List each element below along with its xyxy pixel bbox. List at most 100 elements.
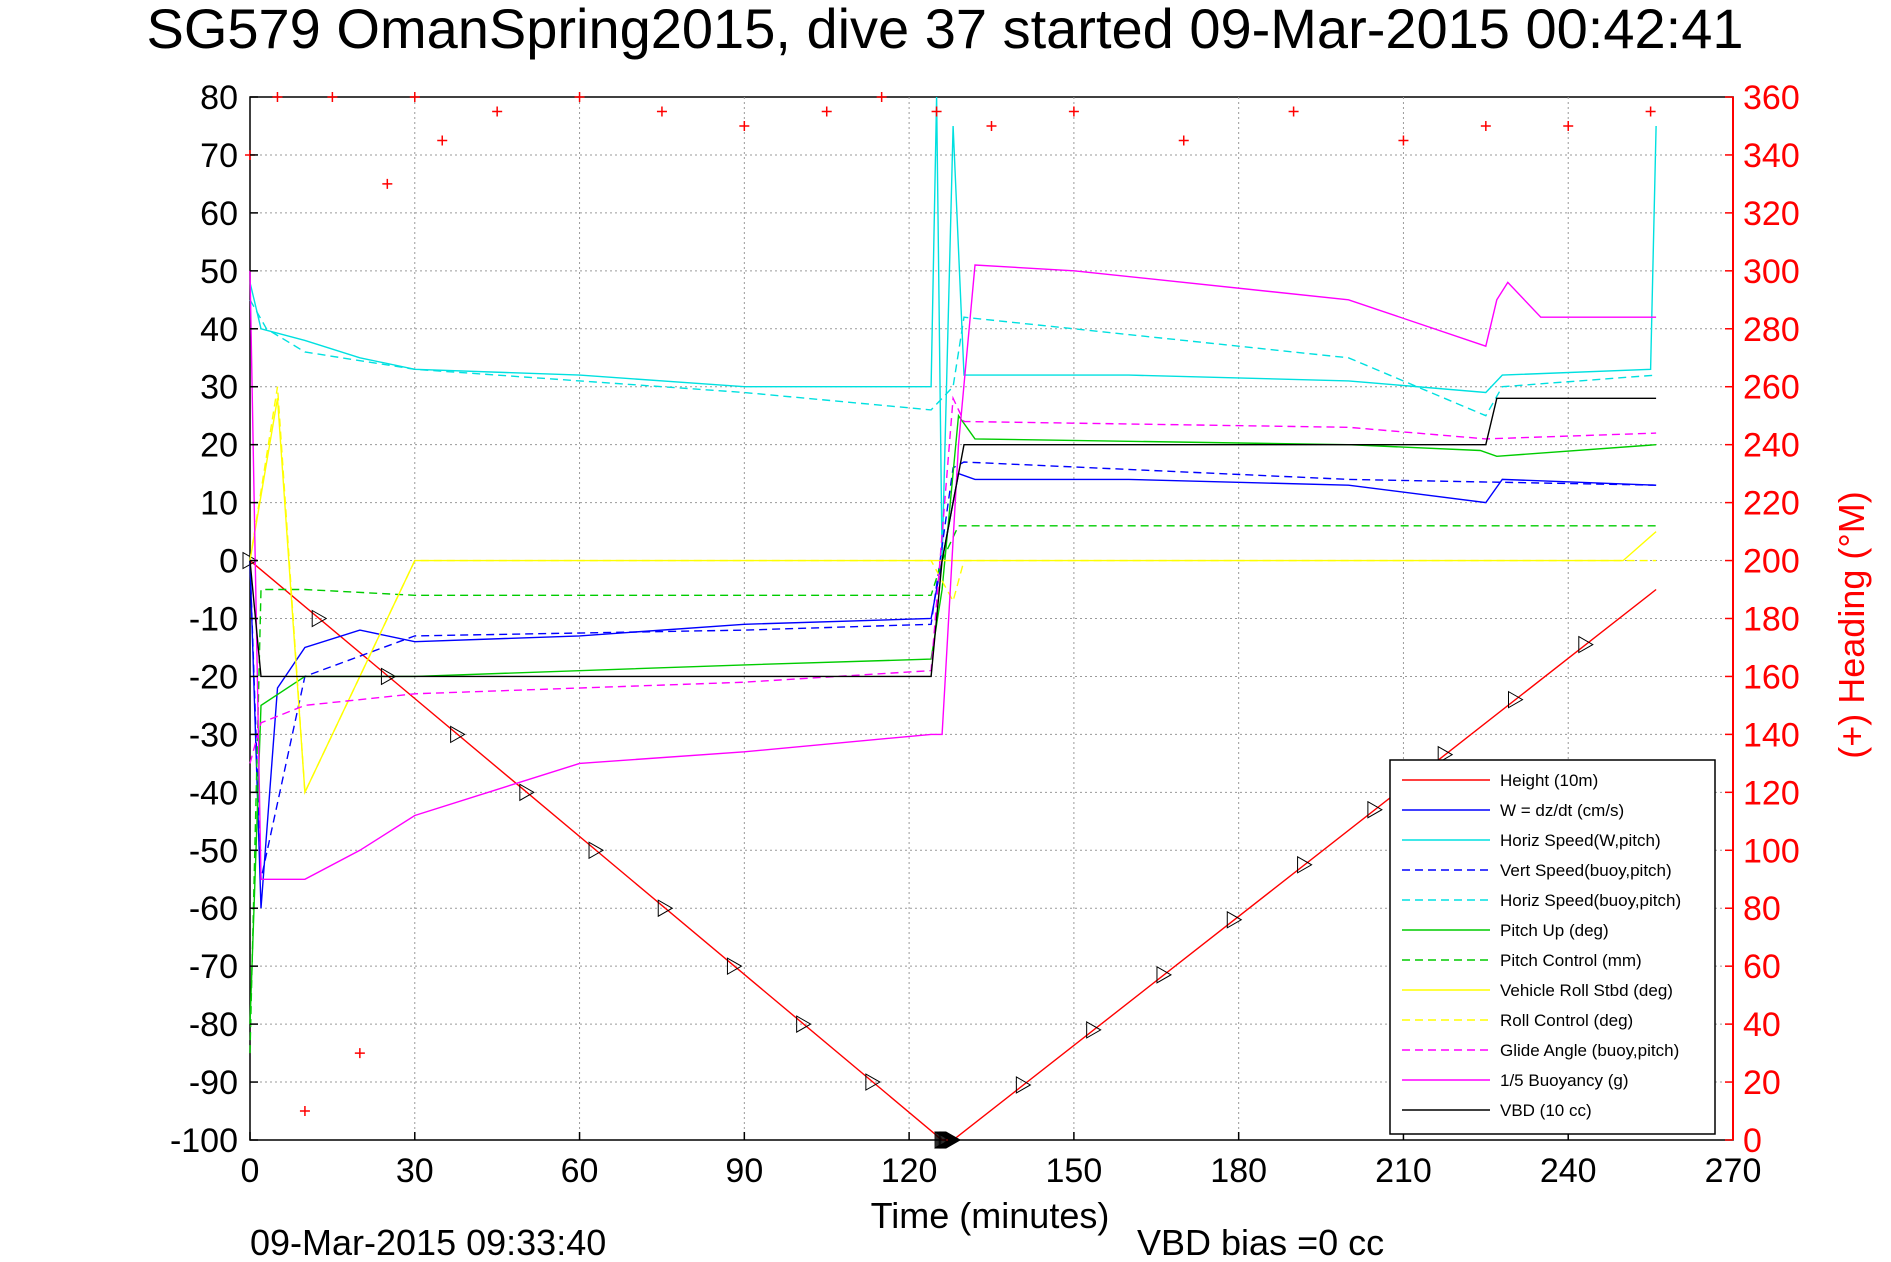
y-tick-label-left: 10 (200, 485, 238, 523)
series-vehicle-roll-stbd-deg (249, 398, 1657, 796)
series-roll-control-deg (249, 386, 1657, 796)
series-height-10m (249, 560, 1657, 1141)
height-marker (1437, 745, 1454, 764)
x-tick-label: 150 (1046, 1152, 1103, 1190)
legend-label: Height (10m) (1500, 771, 1598, 790)
series-horiz-speed-w-pitch (249, 96, 1657, 561)
y-tick-label-left: -100 (170, 1122, 238, 1160)
series-vert-speed-buoy-pitch (249, 461, 1657, 880)
y-tick-label-left: -40 (189, 774, 238, 812)
heading-point (986, 120, 997, 131)
height-markers (242, 551, 1594, 1149)
legend: Height (10m) W = dz/dt (cm/s) Horiz Speed(… (1389, 759, 1716, 1135)
y-tick-label-left: -50 (189, 832, 238, 870)
heading-point (1068, 106, 1079, 117)
x-tick-label: 0 (241, 1152, 260, 1190)
y-tick-label-right: 340 (1743, 137, 1800, 175)
heading-point (1178, 135, 1189, 146)
y-tick-label-right: 360 (1743, 79, 1800, 117)
x-tick-label: 90 (725, 1152, 763, 1190)
height-marker (657, 899, 674, 918)
y-tick-label-left: -70 (189, 948, 238, 986)
height-marker (1507, 690, 1524, 709)
height-marker (1297, 855, 1313, 874)
height-marker (943, 1131, 959, 1149)
height-marker (311, 609, 328, 628)
legend-label: Pitch Control (mm) (1500, 951, 1642, 970)
footer-timestamp: 09-Mar-2015 09:33:40 (250, 1222, 606, 1262)
x-axis-label: Time (minutes) (871, 1195, 1110, 1236)
y-tick-label-right: 140 (1743, 716, 1800, 754)
y-ticks-left: 80 70 60 50 40 30 20 10 0 -10 -20 -30 -40 -50 -60 -70 -8… (170, 79, 258, 1160)
y-tick-label-right: 80 (1743, 890, 1781, 928)
height-marker (1015, 1076, 1032, 1094)
y-tick-label-left: -60 (189, 890, 238, 928)
y-tick-label-left: 70 (200, 137, 238, 175)
plot-area (242, 92, 1657, 1149)
heading-point (876, 92, 887, 102)
legend-label: Horiz Speed(buoy,pitch) (1500, 891, 1681, 910)
height-marker (941, 1131, 957, 1149)
height-marker (450, 725, 466, 744)
y-tick-label-left: -30 (189, 716, 238, 754)
heading-point (1288, 106, 1299, 117)
height-marker (1156, 965, 1172, 984)
legend-label: Vert Speed(buoy,pitch) (1500, 861, 1672, 880)
y-tick-label-right: 0 (1743, 1122, 1762, 1160)
legend-box (1389, 759, 1716, 1135)
grid (249, 96, 1734, 1141)
height-marker (942, 1131, 958, 1149)
y-tick-label-right: 220 (1743, 485, 1800, 523)
series-pitch-control-mm (249, 525, 1657, 1054)
y-tick-label-right: 240 (1743, 427, 1800, 465)
y-tick-label-left: 50 (200, 253, 238, 291)
x-ticks: 0 30 60 90 120 150 180 210 240 270 (241, 1132, 1761, 1190)
y-tick-label-left: -10 (189, 601, 238, 639)
y-tick-label-left: -20 (189, 658, 238, 696)
x-tick-label: 180 (1210, 1152, 1267, 1190)
y-tick-label-right: 60 (1743, 948, 1781, 986)
heading-point (1398, 135, 1409, 146)
y-tick-label-left: 0 (219, 543, 238, 581)
y-ticks-right: 3603403203002802602402202001801601401201… (1725, 79, 1800, 1160)
height-marker (726, 957, 743, 976)
y-tick-label-right: 20 (1743, 1064, 1781, 1102)
heading-point (299, 1106, 310, 1117)
x-tick-label: 120 (881, 1152, 938, 1190)
y-tick-label-right: 200 (1743, 543, 1800, 581)
x-tick-label: 240 (1540, 1152, 1597, 1190)
x-tick-label: 210 (1375, 1152, 1432, 1190)
x-tick-label: 60 (561, 1152, 599, 1190)
legend-label: W = dz/dt (cm/s) (1500, 801, 1624, 820)
heading-point (327, 92, 338, 102)
y-tick-label-left: 30 (200, 369, 238, 407)
x-tick-label: 30 (396, 1152, 434, 1190)
series-1-5-buoyancy-g (249, 264, 1657, 880)
height-marker (796, 1015, 812, 1033)
heading-point (272, 92, 283, 102)
height-marker (865, 1073, 881, 1091)
height-marker (519, 783, 535, 802)
y-tick-label-right: 120 (1743, 774, 1800, 812)
legend-label: Glide Angle (buoy,pitch) (1500, 1041, 1679, 1060)
heading-point (574, 92, 585, 102)
height-marker (945, 1131, 962, 1149)
legend-label: 1/5 Buoyancy (g) (1500, 1071, 1629, 1090)
heading-point (1480, 120, 1491, 131)
y-tick-label-left: 20 (200, 427, 238, 465)
y-tick-label-right: 280 (1743, 311, 1800, 349)
y-tick-label-left: 40 (200, 311, 238, 349)
heading-point (437, 135, 448, 146)
height-marker (1226, 910, 1243, 929)
legend-label: Horiz Speed(W,pitch) (1500, 831, 1661, 850)
y-tick-label-left: -90 (189, 1064, 238, 1102)
height-marker (1367, 800, 1383, 819)
y-tick-label-right: 40 (1743, 1006, 1781, 1044)
heading-point (492, 106, 503, 117)
y-tick-label-right: 260 (1743, 369, 1800, 407)
heading-point (931, 106, 942, 117)
y-tick-label-right: 180 (1743, 601, 1800, 639)
footer-vbd-bias: VBD bias =0 cc (1137, 1222, 1384, 1262)
heading-point (1645, 106, 1656, 117)
